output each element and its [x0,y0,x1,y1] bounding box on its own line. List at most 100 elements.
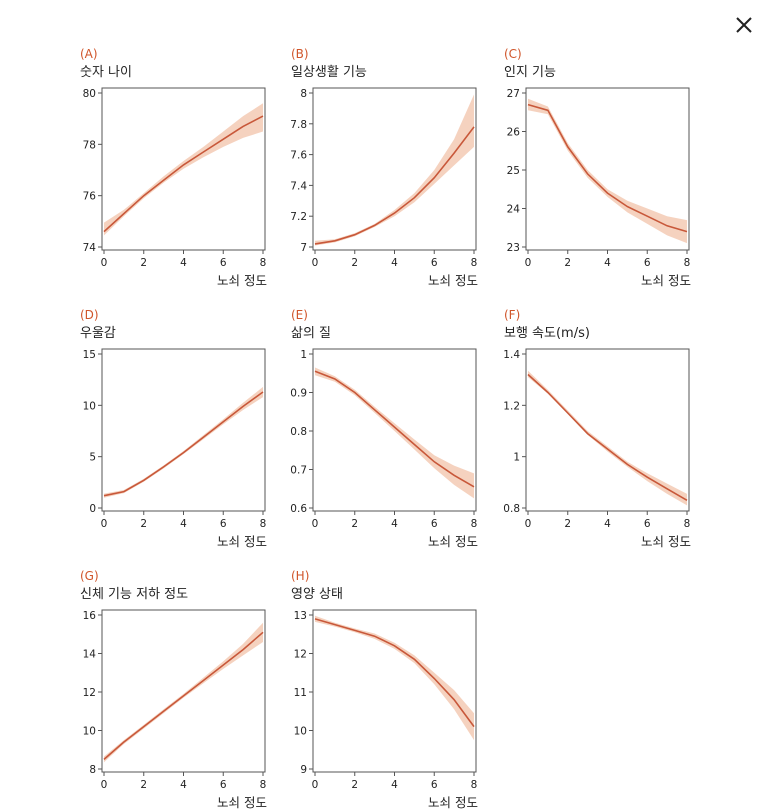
panel-letter: (B) [291,47,309,61]
panel-title: 신체 기능 저하 정도 [80,587,188,602]
panel-title: 영양 상태 [291,587,343,602]
series-line [103,631,264,761]
y-tick-label: 1.2 [503,400,520,412]
x-tick-label: 4 [604,518,611,530]
y-tick-label: 10 [83,726,96,738]
confidence-band [104,622,263,763]
chart-panel-b: (B) 일상생활 기능 0 2 4 6 8 7 7.2 7.4 7.6 7.8 8 노쇠 정도 [290,47,478,288]
plot-frame [312,87,477,251]
x-axis-label: 노쇠 정도 [428,534,478,549]
y-tick-label: 14 [83,649,97,661]
x-tick-label: 2 [140,518,147,530]
x-tick-label: 0 [101,257,108,269]
chart-panel-a: (A) 숫자 나이 0 2 4 6 8 74 76 78 80 노쇠 정도 [80,47,267,288]
y-tick-label: 78 [83,139,96,151]
y-tick-label: 7.8 [290,119,307,131]
series-line [103,115,264,233]
y-tick-label: 0.9 [290,388,307,400]
x-tick-label: 8 [684,257,691,269]
confidence-band [528,98,687,244]
chart-panel-g: (G) 신체 기능 저하 정도 0 2 4 6 8 8 10 12 14 16 노쇠 정도 [80,569,267,810]
x-tick-label: 2 [351,518,358,530]
panel-title: 인지 기능 [504,65,556,80]
y-tick-label: 10 [294,726,307,738]
chart-panel-e: (E) 삶의 질 0 2 4 6 8 0.6 0.7 0.8 0.9 1 노쇠 정도 [290,308,478,549]
y-tick-label: 7.4 [290,180,307,192]
x-tick-label: 6 [220,518,227,530]
x-tick-label: 4 [180,779,187,791]
y-tick-label: 0 [89,503,96,515]
x-tick-label: 2 [351,257,358,269]
y-tick-label: 7.2 [290,211,307,223]
y-tick-label: 10 [83,400,96,412]
x-tick-label: 0 [312,257,319,269]
x-tick-label: 8 [471,518,478,530]
y-tick-label: 12 [83,687,96,699]
close-icon[interactable] [731,12,757,38]
panel-letter: (C) [504,47,522,61]
y-tick-label: 5 [89,452,96,464]
y-tick-label: 0.8 [503,503,520,515]
x-tick-label: 0 [312,518,319,530]
panel-letter: (E) [291,308,308,322]
y-tick-label: 8 [89,764,96,776]
x-tick-label: 4 [604,257,611,269]
panel-letter: (D) [80,308,99,322]
x-tick-label: 8 [471,779,478,791]
panel-title: 일상생활 기능 [291,65,367,80]
x-tick-label: 4 [180,257,187,269]
x-axis-label: 노쇠 정도 [217,795,267,810]
confidence-band [315,367,474,499]
plot-frame [101,87,266,251]
x-tick-label: 0 [101,779,108,791]
x-tick-label: 8 [471,257,478,269]
confidence-band [104,103,263,236]
panel-letter: (G) [80,569,99,583]
panel-letter: (F) [504,308,520,322]
x-axis-label: 노쇠 정도 [217,273,267,288]
x-tick-label: 2 [140,257,147,269]
chart-panel-d: (D) 우울감 0 2 4 6 8 0 5 10 15 노쇠 정도 [80,308,267,549]
y-tick-label: 9 [300,764,307,776]
y-tick-label: 0.8 [290,426,307,438]
y-tick-label: 0.7 [290,465,307,477]
plot-frame [101,348,266,512]
x-tick-label: 4 [391,518,398,530]
x-tick-label: 4 [180,518,187,530]
y-tick-label: 13 [294,610,307,622]
x-tick-label: 2 [564,257,571,269]
panel-letter: (H) [291,569,309,583]
y-tick-label: 23 [507,242,520,254]
x-tick-label: 6 [644,257,651,269]
x-axis-label: 노쇠 정도 [428,795,478,810]
x-tick-label: 8 [260,257,267,269]
y-tick-label: 1 [300,349,307,361]
chart-panel-f: (F) 보행 속도(m/s) 0 2 4 6 8 0.8 1 1.2 1.4 노쇠 정도 [503,308,691,549]
panel-title: 삶의 질 [291,326,331,341]
x-axis-label: 노쇠 정도 [217,534,267,549]
x-tick-label: 8 [260,779,267,791]
confidence-band [104,386,263,498]
x-tick-label: 2 [140,779,147,791]
x-tick-label: 2 [351,779,358,791]
y-tick-label: 74 [83,242,97,254]
x-tick-label: 6 [431,779,438,791]
confidence-band [315,615,474,741]
y-tick-label: 16 [83,610,97,622]
x-axis-label: 노쇠 정도 [641,273,691,288]
series-line [527,373,688,501]
x-axis-label: 노쇠 정도 [641,534,691,549]
y-tick-label: 76 [83,191,97,203]
x-tick-label: 4 [391,779,398,791]
series-line [314,126,475,245]
plot-frame [101,609,266,773]
y-tick-label: 8 [300,88,307,100]
x-tick-label: 6 [220,257,227,269]
x-tick-label: 2 [564,518,571,530]
series-line [314,370,475,488]
y-tick-label: 80 [83,88,96,100]
y-tick-label: 27 [507,88,520,100]
panel-letter: (A) [80,47,98,61]
x-tick-label: 6 [431,257,438,269]
